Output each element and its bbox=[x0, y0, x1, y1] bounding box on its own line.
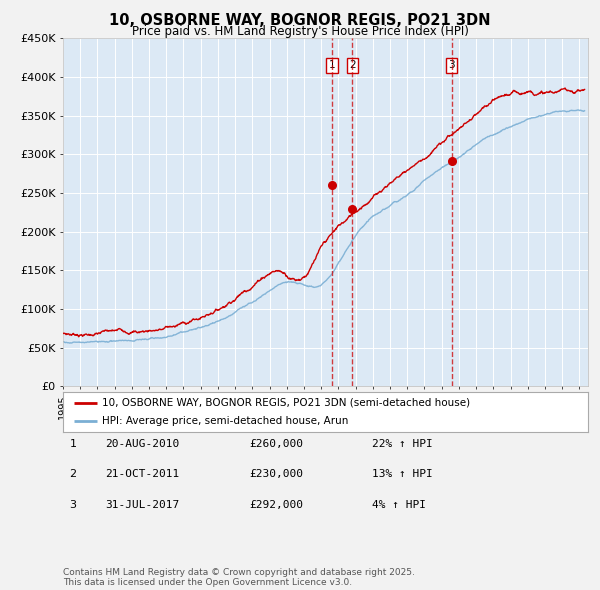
Text: 4% ↑ HPI: 4% ↑ HPI bbox=[372, 500, 426, 510]
Text: 2: 2 bbox=[70, 470, 76, 479]
Text: 22% ↑ HPI: 22% ↑ HPI bbox=[372, 439, 433, 448]
Text: £230,000: £230,000 bbox=[249, 470, 303, 479]
Text: £292,000: £292,000 bbox=[249, 500, 303, 510]
Text: 2: 2 bbox=[349, 60, 356, 70]
Text: £260,000: £260,000 bbox=[249, 439, 303, 448]
Text: 1: 1 bbox=[70, 439, 76, 448]
Text: Price paid vs. HM Land Registry's House Price Index (HPI): Price paid vs. HM Land Registry's House … bbox=[131, 25, 469, 38]
Text: 3: 3 bbox=[70, 500, 76, 510]
Text: 31-JUL-2017: 31-JUL-2017 bbox=[105, 500, 179, 510]
Text: 10, OSBORNE WAY, BOGNOR REGIS, PO21 3DN (semi-detached house): 10, OSBORNE WAY, BOGNOR REGIS, PO21 3DN … bbox=[103, 398, 470, 408]
Text: 21-OCT-2011: 21-OCT-2011 bbox=[105, 470, 179, 479]
Text: 3: 3 bbox=[448, 60, 455, 70]
Text: Contains HM Land Registry data © Crown copyright and database right 2025.
This d: Contains HM Land Registry data © Crown c… bbox=[63, 568, 415, 587]
Text: 1: 1 bbox=[329, 60, 335, 70]
Text: HPI: Average price, semi-detached house, Arun: HPI: Average price, semi-detached house,… bbox=[103, 416, 349, 426]
Text: 10, OSBORNE WAY, BOGNOR REGIS, PO21 3DN: 10, OSBORNE WAY, BOGNOR REGIS, PO21 3DN bbox=[109, 13, 491, 28]
Text: 13% ↑ HPI: 13% ↑ HPI bbox=[372, 470, 433, 479]
Text: 20-AUG-2010: 20-AUG-2010 bbox=[105, 439, 179, 448]
